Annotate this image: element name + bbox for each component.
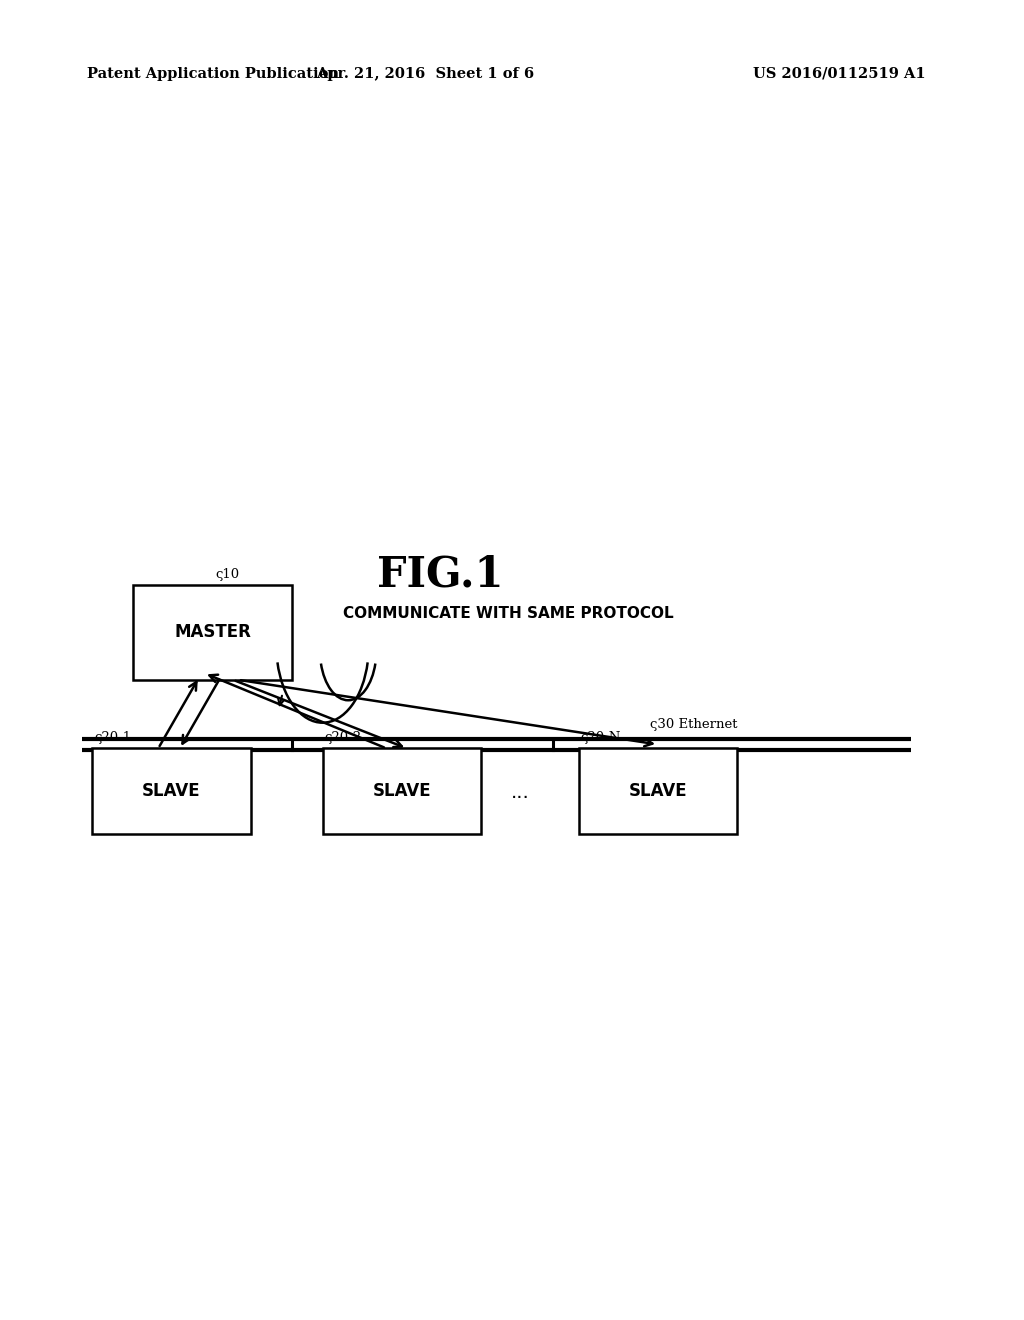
Text: Patent Application Publication: Patent Application Publication — [87, 67, 339, 81]
Text: SLAVE: SLAVE — [629, 783, 687, 800]
Text: MASTER: MASTER — [174, 623, 251, 642]
Text: ς20-N: ς20-N — [581, 731, 621, 744]
Text: ς30 Ethernet: ς30 Ethernet — [650, 718, 737, 731]
Text: ς10: ς10 — [216, 568, 240, 581]
Text: ς20-1: ς20-1 — [94, 731, 131, 744]
Text: ς20-2: ς20-2 — [325, 731, 361, 744]
Text: SLAVE: SLAVE — [142, 783, 201, 800]
Text: FIG.1: FIG.1 — [377, 553, 504, 595]
Text: COMMUNICATE WITH SAME PROTOCOL: COMMUNICATE WITH SAME PROTOCOL — [343, 606, 674, 622]
Bar — [92, 748, 251, 834]
Text: US 2016/0112519 A1: US 2016/0112519 A1 — [754, 67, 926, 81]
Bar — [133, 585, 292, 680]
Bar — [323, 748, 481, 834]
Text: SLAVE: SLAVE — [373, 783, 431, 800]
Bar — [579, 748, 737, 834]
Text: Apr. 21, 2016  Sheet 1 of 6: Apr. 21, 2016 Sheet 1 of 6 — [315, 67, 535, 81]
Text: ...: ... — [511, 783, 529, 801]
